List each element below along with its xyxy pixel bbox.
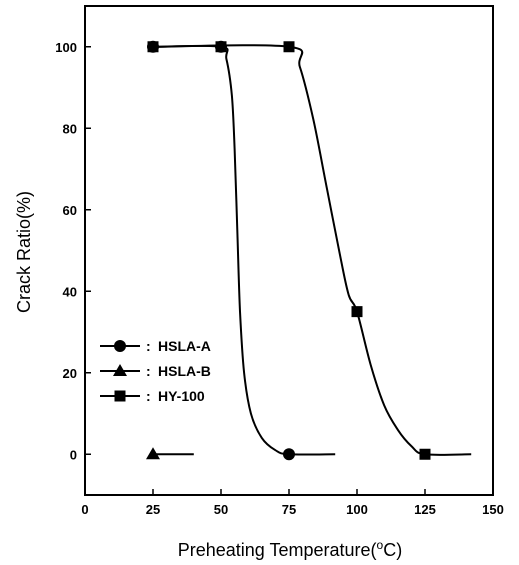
y-tick-label: 60 bbox=[63, 203, 77, 218]
legend-separator: : bbox=[146, 363, 151, 379]
data-point-hy-100 bbox=[419, 448, 431, 460]
series-markers bbox=[146, 40, 431, 461]
x-tick-label: 125 bbox=[414, 502, 436, 517]
x-axis-title-degree: o bbox=[377, 538, 384, 552]
data-point-hy-100 bbox=[215, 41, 227, 53]
x-tick-label: 150 bbox=[482, 502, 504, 517]
legend-marker-hsla-b bbox=[113, 364, 127, 376]
data-point-hsla-a bbox=[283, 448, 295, 461]
y-tick-label: 40 bbox=[63, 284, 77, 299]
legend-label-hy-100: HY-100 bbox=[158, 388, 205, 404]
x-tick-label: 0 bbox=[81, 502, 88, 517]
legend-label-hsla-b: HSLA-B bbox=[158, 363, 211, 379]
x-tick-label: 25 bbox=[146, 502, 160, 517]
y-tick-label: 0 bbox=[70, 447, 77, 462]
data-point-hy-100 bbox=[351, 306, 363, 318]
plot-frame bbox=[84, 5, 494, 496]
series-line-hy-100 bbox=[152, 44, 472, 456]
y-tick-label: 80 bbox=[63, 121, 77, 136]
y-axis-title: Crack Ratio(%) bbox=[14, 191, 34, 313]
y-tick-label: 100 bbox=[55, 40, 77, 55]
x-tick-label: 100 bbox=[346, 502, 368, 517]
legend-marker-hsla-a bbox=[114, 340, 126, 352]
series-line-hsla-a bbox=[152, 44, 336, 456]
legend-marker-hy-100 bbox=[114, 390, 126, 402]
legend: : HSLA-A: HSLA-B: HY-100 bbox=[100, 338, 211, 404]
legend-label-hsla-a: HSLA-A bbox=[158, 338, 211, 354]
data-point-hy-100 bbox=[147, 41, 159, 53]
x-axis-title-main: Preheating Temperature( bbox=[178, 540, 377, 560]
axis-ticks: 0 25 50 75 100 125 150 0 20 40 60 80 100 bbox=[55, 40, 504, 517]
legend-separator: : bbox=[146, 388, 151, 404]
x-tick-label: 50 bbox=[214, 502, 228, 517]
x-axis-title: Preheating Temperature(oC) bbox=[178, 538, 402, 560]
y-tick-label: 20 bbox=[63, 366, 77, 381]
legend-separator: : bbox=[146, 338, 151, 354]
data-point-hsla-b bbox=[146, 447, 160, 460]
x-tick-label: 75 bbox=[282, 502, 296, 517]
x-axis-title-unit: C) bbox=[383, 540, 402, 560]
data-point-hy-100 bbox=[283, 41, 295, 53]
